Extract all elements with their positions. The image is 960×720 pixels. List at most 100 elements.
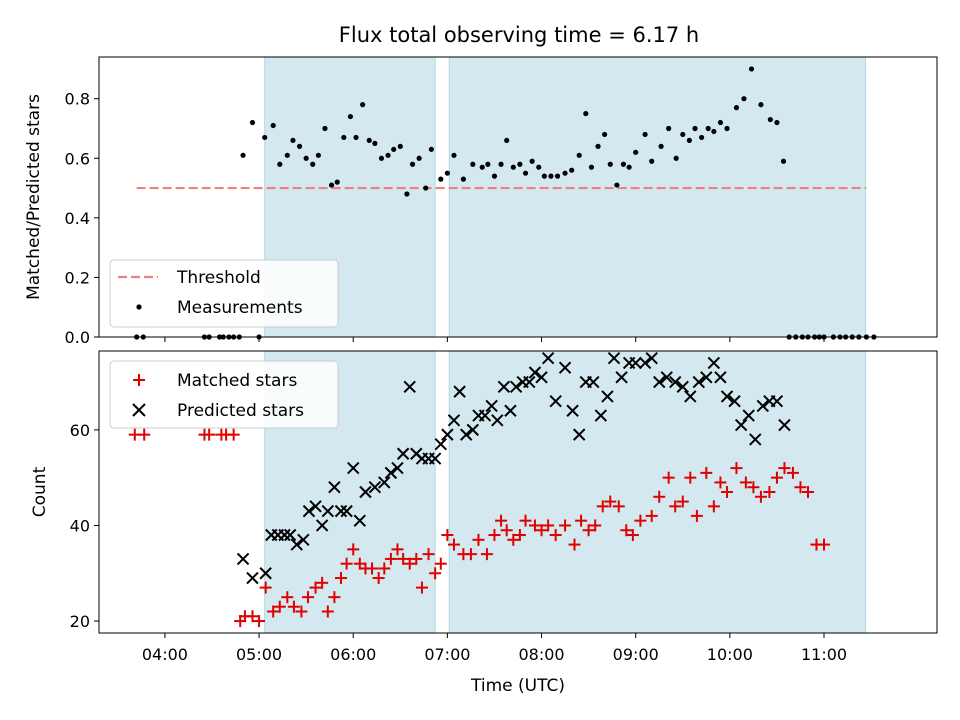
predicted-star-marker <box>684 390 697 403</box>
matched-star-marker <box>391 543 404 556</box>
measurement-point <box>303 155 309 161</box>
measurement-point <box>510 164 516 170</box>
predicted-star-marker <box>549 394 562 408</box>
predicted-star-marker <box>535 371 548 384</box>
ratio-axes-frame <box>98 56 938 338</box>
matched-star-marker <box>690 509 703 522</box>
predicted-marker-stroke <box>572 428 586 441</box>
measurement-point <box>554 173 561 179</box>
measurement-point <box>741 96 747 102</box>
counts-y-axis-label: Count <box>30 466 50 517</box>
legend-measurements-swatch <box>136 304 142 310</box>
measurement-point <box>607 161 613 167</box>
predicted-star-marker <box>700 371 713 384</box>
chart-title: Flux total observing time = 6.17 h <box>339 23 699 47</box>
matched-star-marker <box>794 481 807 494</box>
matched-star-marker <box>582 524 595 537</box>
measurement-point <box>602 131 608 138</box>
matched-star-marker <box>626 529 639 542</box>
matched-star-marker <box>480 548 493 561</box>
matched-star-marker <box>372 572 385 585</box>
predicted-star-marker <box>246 571 259 585</box>
predicted-star-marker <box>441 428 454 441</box>
predicted-star-marker <box>466 423 480 437</box>
measurement-point <box>409 161 416 167</box>
matched-star-marker <box>620 524 633 537</box>
measurement-point <box>536 164 542 170</box>
shaded-interval-2 <box>448 56 866 338</box>
predicted-star-marker <box>297 533 310 547</box>
measurement-point <box>673 155 679 161</box>
measurement-point <box>626 164 632 170</box>
matched-star-marker <box>340 557 353 570</box>
measurement-point <box>460 176 466 182</box>
measurement-point <box>438 176 444 182</box>
counts-y-ticks: 20 40 60 <box>70 421 99 631</box>
predicted-marker-stroke <box>315 519 329 532</box>
predicted-marker-stroke <box>368 481 382 494</box>
predicted-marker-stroke <box>297 533 310 547</box>
measurement-point <box>774 119 780 126</box>
predicted-marker-stroke <box>676 380 689 394</box>
predicted-star-marker <box>660 371 673 384</box>
predicted-star-marker <box>491 414 504 427</box>
measurement-point <box>385 152 391 158</box>
legend-predicted-swatch <box>132 403 146 417</box>
predicted-star-marker <box>509 380 523 394</box>
predicted-marker-stroke <box>453 385 466 398</box>
matched-star-marker <box>302 591 315 604</box>
predicted-star-marker <box>378 476 391 489</box>
measurement-point <box>391 146 397 152</box>
matched-star-marker <box>542 519 555 532</box>
measurement-point <box>479 164 485 170</box>
measurement-point <box>588 164 595 170</box>
matched-star-marker <box>328 591 341 604</box>
predicted-star-marker <box>541 351 555 365</box>
ratio-panel: 0.00.20.40.60.8 Matched/Predicted stars … <box>24 56 938 347</box>
matched-star-marker <box>410 552 423 565</box>
measurement-point <box>315 152 321 158</box>
ratio-y-ticks: 0.0 0.2 0.4 0.6 0.8 <box>65 90 99 347</box>
predicted-marker-stroke <box>290 538 303 551</box>
predicted-star-marker <box>353 514 367 527</box>
predicted-star-marker <box>478 409 492 422</box>
y-tick-label: 0.2 <box>65 268 90 287</box>
predicted-marker-stroke <box>353 514 367 527</box>
predicted-star-marker <box>645 351 658 365</box>
measurement-point <box>569 167 575 173</box>
predicted-marker-stroke <box>645 351 658 365</box>
matched-star-marker <box>441 529 454 542</box>
predicted-marker-stroke <box>728 394 741 408</box>
predicted-star-marker <box>334 504 348 518</box>
predicted-star-marker <box>278 528 291 542</box>
measurement-point <box>633 149 639 155</box>
predicted-marker-stroke <box>601 390 614 403</box>
counts-legend-box <box>109 360 339 429</box>
measurement-point <box>284 152 290 158</box>
predicted-marker-stroke <box>384 466 398 480</box>
predicted-star-marker <box>236 552 250 566</box>
measurement-point <box>522 170 529 176</box>
predicted-star-marker <box>734 418 748 432</box>
top-shaded-intervals <box>264 56 866 338</box>
legend-matched-label: Matched stars <box>177 371 297 391</box>
measurement-point <box>404 191 410 197</box>
matched-star-marker <box>507 533 520 546</box>
matched-star-marker <box>316 576 329 589</box>
measurement-point <box>680 131 686 138</box>
predicted-star-marker <box>742 409 755 422</box>
predicted-star-marker <box>692 375 705 389</box>
predicted-marker-stroke <box>509 380 523 394</box>
predicted-marker-stroke <box>259 567 272 580</box>
matched-star-marker <box>739 476 752 489</box>
measurement-point <box>595 143 601 149</box>
measurement-point <box>423 185 429 191</box>
predicted-star-marker <box>720 390 734 403</box>
matched-star-marker <box>397 552 410 565</box>
predicted-marker-stroke <box>714 371 727 384</box>
measurement-point <box>240 152 246 158</box>
predicted-star-marker <box>328 481 341 494</box>
predicted-star-marker <box>749 433 762 446</box>
predicted-star-marker <box>728 394 741 408</box>
x-axis-label: Time (UTC) <box>470 676 565 696</box>
